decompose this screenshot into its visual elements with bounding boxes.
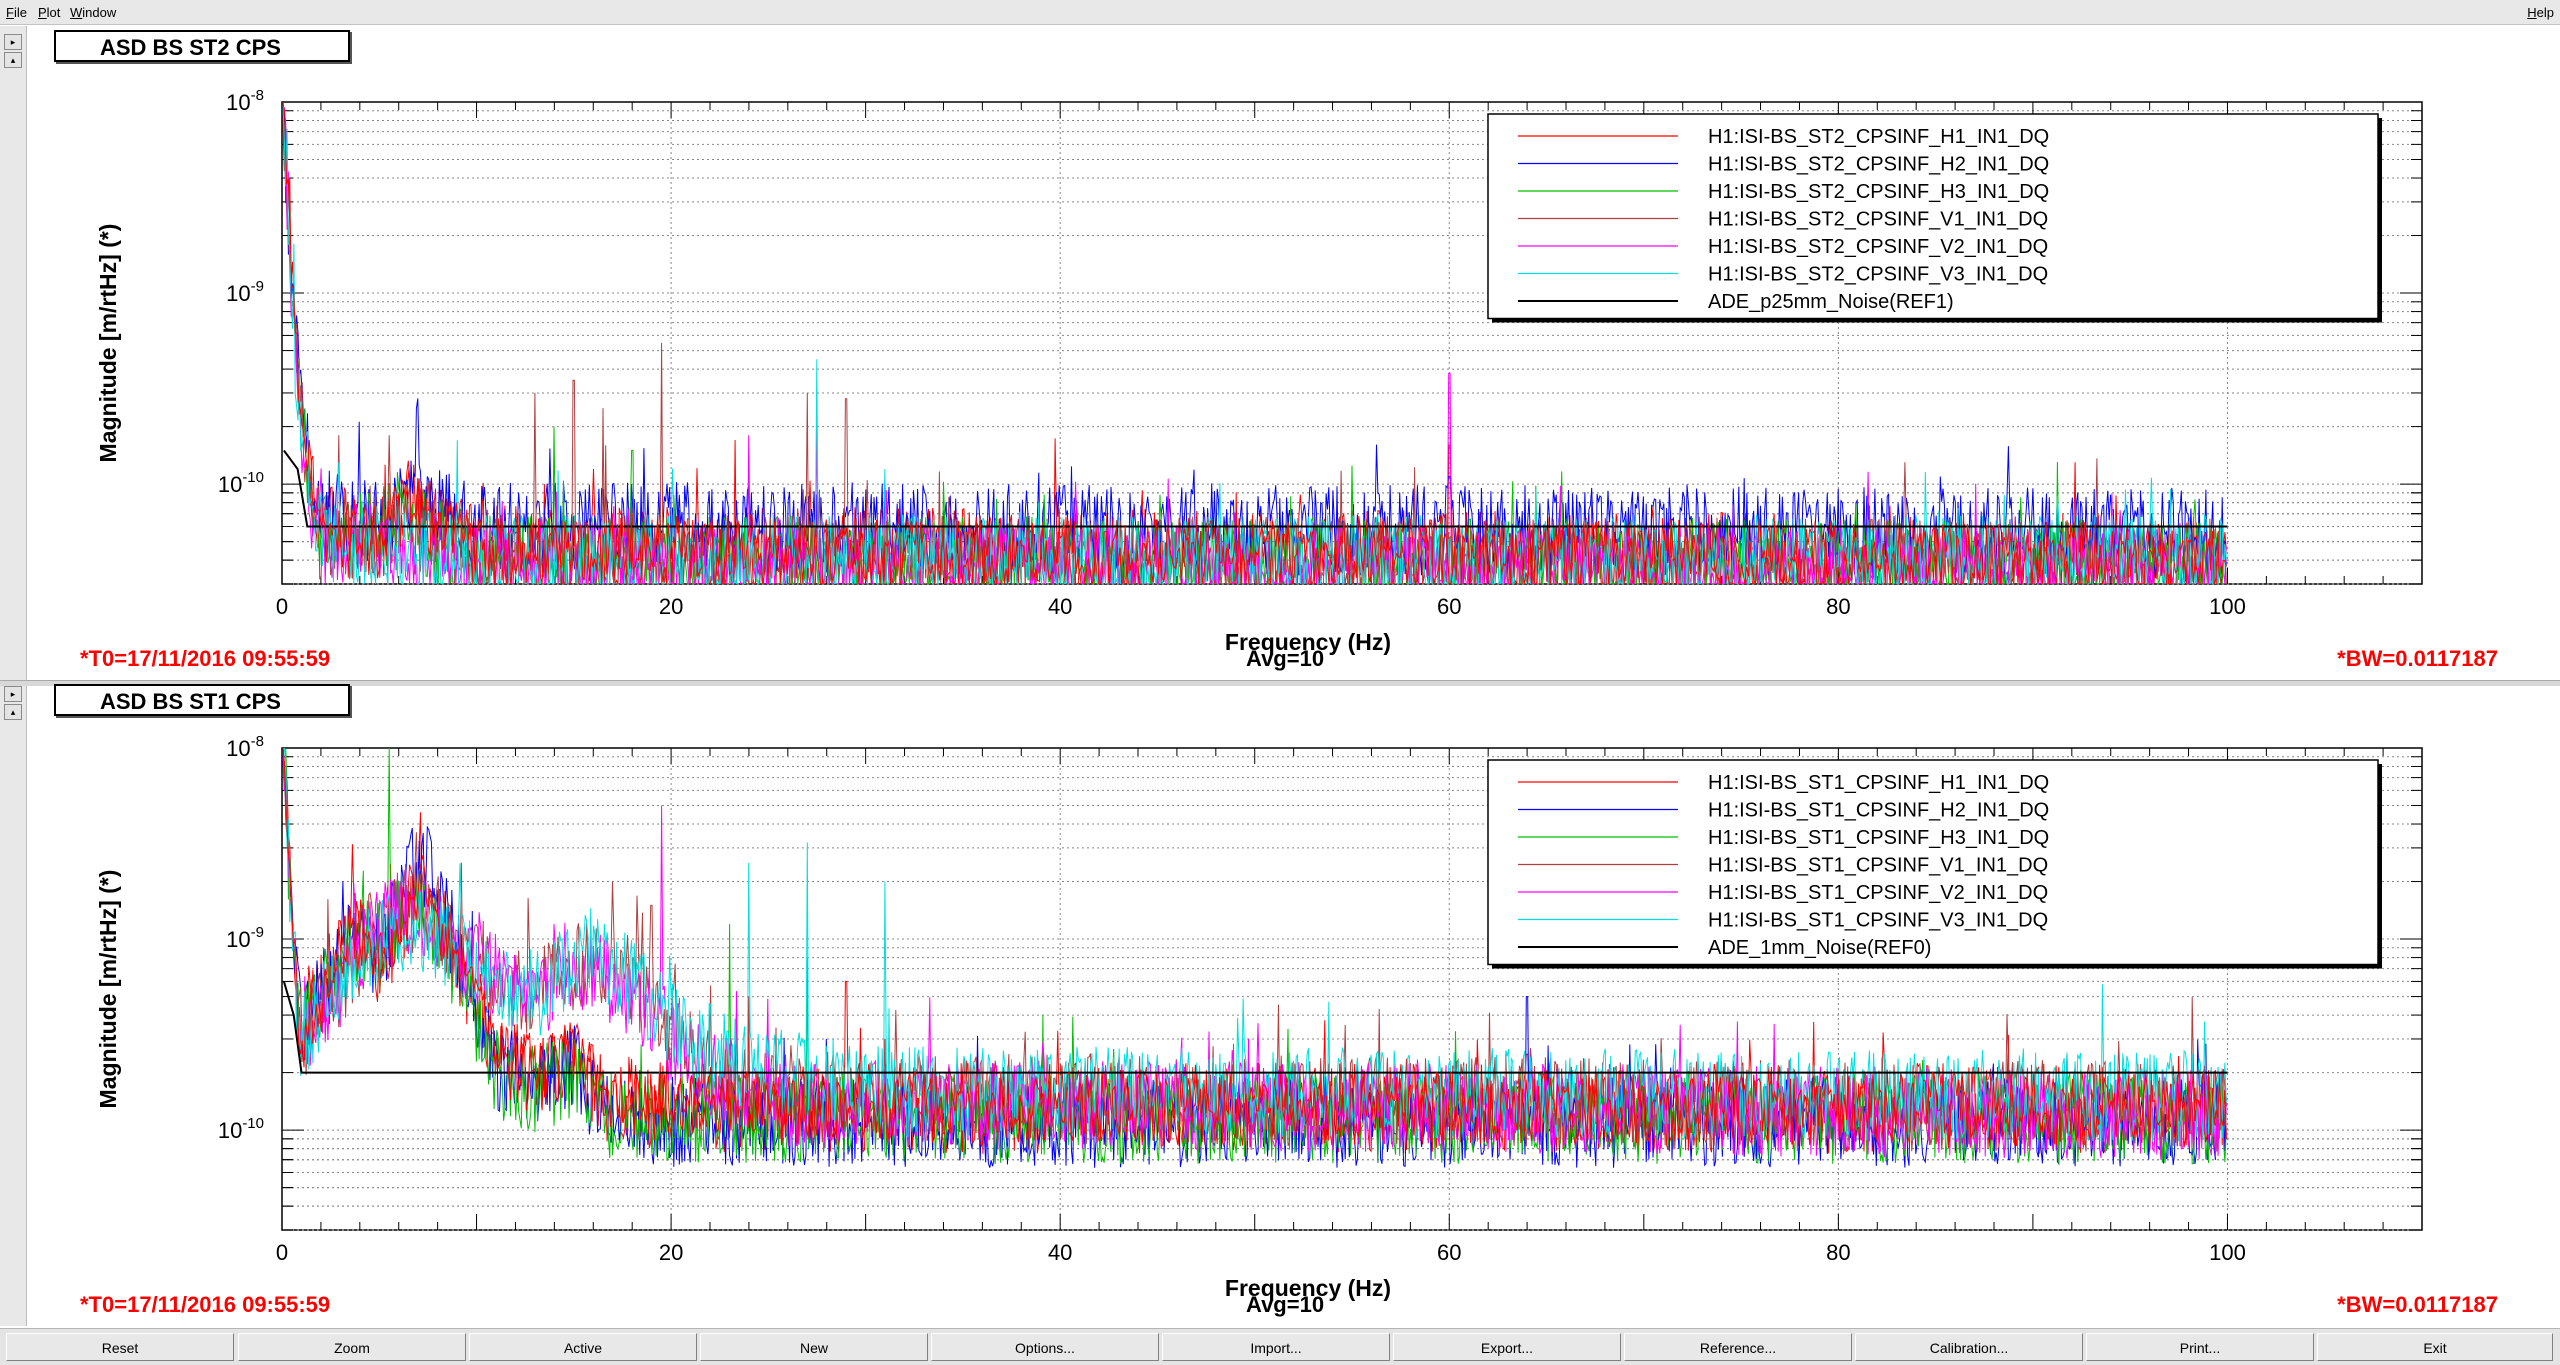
status-bw: *BW=0.0117187 (2337, 646, 2498, 671)
panel-title[interactable]: ASD BS ST1 CPS (54, 684, 350, 716)
series-line (282, 117, 2227, 584)
y-axis-label: Magnitude [m/rtHz] (*) (95, 870, 121, 1109)
legend-label: H1:ISI-BS_ST2_CPSINF_H1_IN1_DQ (1708, 126, 2049, 148)
series-line (282, 748, 2227, 1142)
panel-title[interactable]: ASD BS ST2 CPS (54, 30, 350, 62)
reference-button[interactable]: Reference... (1624, 1333, 1852, 1361)
menu-bar: File Plot Window Help (0, 0, 2560, 25)
x-tick-label: 0 (276, 594, 288, 619)
legend (1487, 759, 2379, 966)
legend-label: H1:ISI-BS_ST2_CPSINF_V1_IN1_DQ (1708, 209, 2048, 231)
menu-window[interactable]: Window (70, 5, 117, 20)
active-button[interactable]: Active (469, 1333, 697, 1361)
y-tick-label: 10-10 (218, 1115, 264, 1143)
status-avg: Avg=10 (1246, 646, 1325, 671)
expand-right-icon[interactable]: ▸ (4, 686, 22, 702)
y-tick-label: 10-8 (226, 733, 264, 761)
asd-plot[interactable]: 0 20 40 60 80 100 10-8 10-9 10-10 Frequency (Hz) M… (0, 686, 2560, 1326)
status-t0: *T0=17/11/2016 09:55:59 (80, 1292, 331, 1317)
x-tick-label: 40 (1048, 1240, 1072, 1265)
x-tick-label: 0 (276, 1240, 288, 1265)
legend-label: H1:ISI-BS_ST2_CPSINF_H2_IN1_DQ (1708, 154, 2049, 176)
collapse-up-icon[interactable]: ▴ (4, 704, 22, 720)
print-button[interactable]: Print... (2086, 1333, 2314, 1361)
menu-file[interactable]: File (6, 5, 27, 20)
x-tick-label: 60 (1437, 594, 1461, 619)
y-tick-label: 10-9 (226, 924, 264, 952)
status-t0: *T0=17/11/2016 09:55:59 (80, 646, 331, 671)
legend-label: H1:ISI-BS_ST2_CPSINF_H3_IN1_DQ (1708, 181, 2049, 203)
x-tick-label: 80 (1826, 1240, 1850, 1265)
bottom-toolbar: Reset Zoom Active New Options... Import.… (0, 1328, 2560, 1365)
legend-label: H1:ISI-BS_ST1_CPSINF_V1_IN1_DQ (1708, 855, 2048, 877)
legend-label: H1:ISI-BS_ST1_CPSINF_H2_IN1_DQ (1708, 800, 2049, 822)
x-tick-label: 100 (2209, 594, 2246, 619)
new-button[interactable]: New (700, 1333, 928, 1361)
status-avg: Avg=10 (1246, 1292, 1325, 1317)
menu-help[interactable]: Help (2527, 5, 2554, 20)
asd-plot[interactable]: 0 20 40 60 80 100 10-8 10-9 10-10 Frequency (Hz) M… (0, 26, 2560, 680)
reset-button[interactable]: Reset (6, 1333, 234, 1361)
y-axis-label: Magnitude [m/rtHz] (*) (95, 224, 121, 463)
series-group (282, 748, 2228, 1168)
series-reference-line (282, 981, 2228, 1074)
exit-button[interactable]: Exit (2317, 1333, 2553, 1361)
legend-label: H1:ISI-BS_ST2_CPSINF_V2_IN1_DQ (1708, 236, 2048, 258)
x-tick-label: 60 (1437, 1240, 1461, 1265)
x-tick-label: 100 (2209, 1240, 2246, 1265)
series-reference-line (283, 449, 2228, 528)
panel-side-bar: ▸ ▴ (0, 26, 27, 680)
legend-label: H1:ISI-BS_ST1_CPSINF_V2_IN1_DQ (1708, 882, 2048, 904)
x-tick-label: 20 (659, 594, 683, 619)
series-line (282, 102, 2227, 584)
status-bw: *BW=0.0117187 (2337, 1292, 2498, 1317)
legend-label: ADE_1mm_Noise(REF0) (1708, 937, 1931, 959)
series-line (282, 748, 2227, 1147)
export-button[interactable]: Export... (1393, 1333, 1621, 1361)
plot-panel-top: ▸ ▴ ASD BS ST2 CPS 0 20 40 60 80 100 10-8 10-9 1… (0, 26, 2560, 680)
plot-panel-bottom: ▸ ▴ ASD BS ST1 CPS 0 20 40 60 80 100 10-8 10-9 1… (0, 684, 2560, 1326)
collapse-up-icon[interactable]: ▴ (4, 52, 22, 68)
y-tick-label: 10-8 (226, 87, 264, 115)
legend-label: H1:ISI-BS_ST1_CPSINF_V3_IN1_DQ (1708, 910, 2048, 932)
expand-right-icon[interactable]: ▸ (4, 34, 22, 50)
legend (1487, 113, 2379, 320)
menu-plot[interactable]: Plot (38, 5, 61, 20)
legend-label: ADE_p25mm_Noise(REF1) (1708, 291, 1954, 313)
legend-label: H1:ISI-BS_ST1_CPSINF_H1_IN1_DQ (1708, 772, 2049, 794)
y-tick-label: 10-9 (226, 278, 264, 306)
x-axis-label: Frequency (Hz) (1225, 1275, 1391, 1301)
x-tick-label: 20 (659, 1240, 683, 1265)
y-tick-label: 10-10 (218, 469, 264, 497)
calibration-button[interactable]: Calibration... (1855, 1333, 2083, 1361)
series-group (282, 102, 2228, 584)
zoom-button[interactable]: Zoom (238, 1333, 466, 1361)
legend-label: H1:ISI-BS_ST1_CPSINF_H3_IN1_DQ (1708, 827, 2049, 849)
legend-label: H1:ISI-BS_ST2_CPSINF_V3_IN1_DQ (1708, 264, 2048, 286)
x-axis-label: Frequency (Hz) (1225, 629, 1391, 655)
x-tick-label: 40 (1048, 594, 1072, 619)
x-tick-label: 80 (1826, 594, 1850, 619)
series-line (282, 748, 2227, 1165)
panel-side-bar: ▸ ▴ (0, 686, 27, 1326)
import-button[interactable]: Import... (1162, 1333, 1390, 1361)
options-button[interactable]: Options... (931, 1333, 1159, 1361)
